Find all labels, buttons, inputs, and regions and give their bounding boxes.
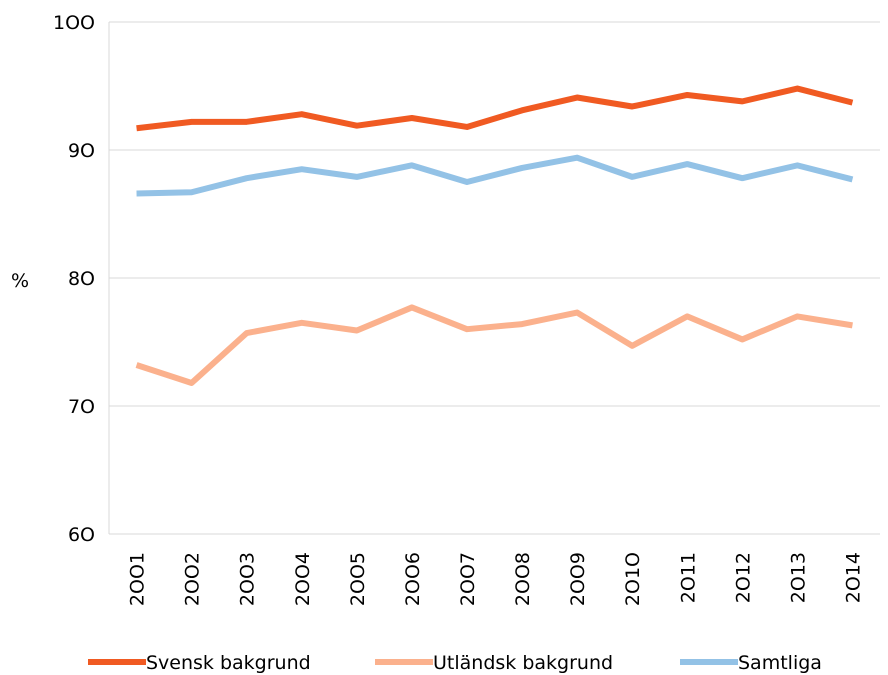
y-tick-label: 9O xyxy=(68,140,95,162)
y-tick-label: 6O xyxy=(68,524,95,546)
x-tick-label: 2OO1 xyxy=(127,552,149,606)
x-tick-label: 2OO8 xyxy=(512,552,534,606)
x-tick-label: 2OO9 xyxy=(567,552,589,606)
x-tick-label: 2OO2 xyxy=(182,552,204,606)
x-tick-labels: 2OO1 2OO2 2OO3 2OO4 2OO5 2OO6 2OO7 2OO8 2OO9 2O1O… xyxy=(127,552,865,606)
series-lines xyxy=(137,89,853,383)
legend-label-samtliga: Samtliga xyxy=(738,652,822,674)
x-tick-label: 2O1O xyxy=(622,552,644,606)
legend-label-svensk-bakgrund: Svensk bakgrund xyxy=(146,652,311,674)
y-tick-labels: 6O 7O 8O 9O 1OO xyxy=(53,12,95,546)
series-line-samtliga xyxy=(137,158,853,194)
legend: Svensk bakgrund Utländsk bakgrund Samtliga xyxy=(88,652,822,674)
x-tick-label: 2O14 xyxy=(842,552,864,603)
x-tick-label: 2OO7 xyxy=(457,552,479,606)
x-tick-label: 2OO3 xyxy=(237,552,259,606)
y-tick-label: 1OO xyxy=(53,12,95,34)
y-tick-label: 7O xyxy=(68,396,95,418)
y-axis-label: % xyxy=(11,270,29,292)
x-tick-label: 2O12 xyxy=(732,552,754,603)
series-line-svensk-bakgrund xyxy=(137,89,853,129)
series-line-utl-ndsk-bakgrund xyxy=(137,307,853,383)
x-tick-label: 2OO6 xyxy=(402,552,424,606)
x-tick-label: 2O11 xyxy=(677,552,699,603)
gridlines xyxy=(109,22,880,406)
x-tick-label: 2OO5 xyxy=(347,552,369,606)
x-tick-label: 2OO4 xyxy=(292,552,314,606)
legend-label-utl-ndsk-bakgrund: Utländsk bakgrund xyxy=(433,652,613,674)
y-tick-label: 8O xyxy=(68,268,95,290)
x-tick-label: 2O13 xyxy=(787,552,809,603)
